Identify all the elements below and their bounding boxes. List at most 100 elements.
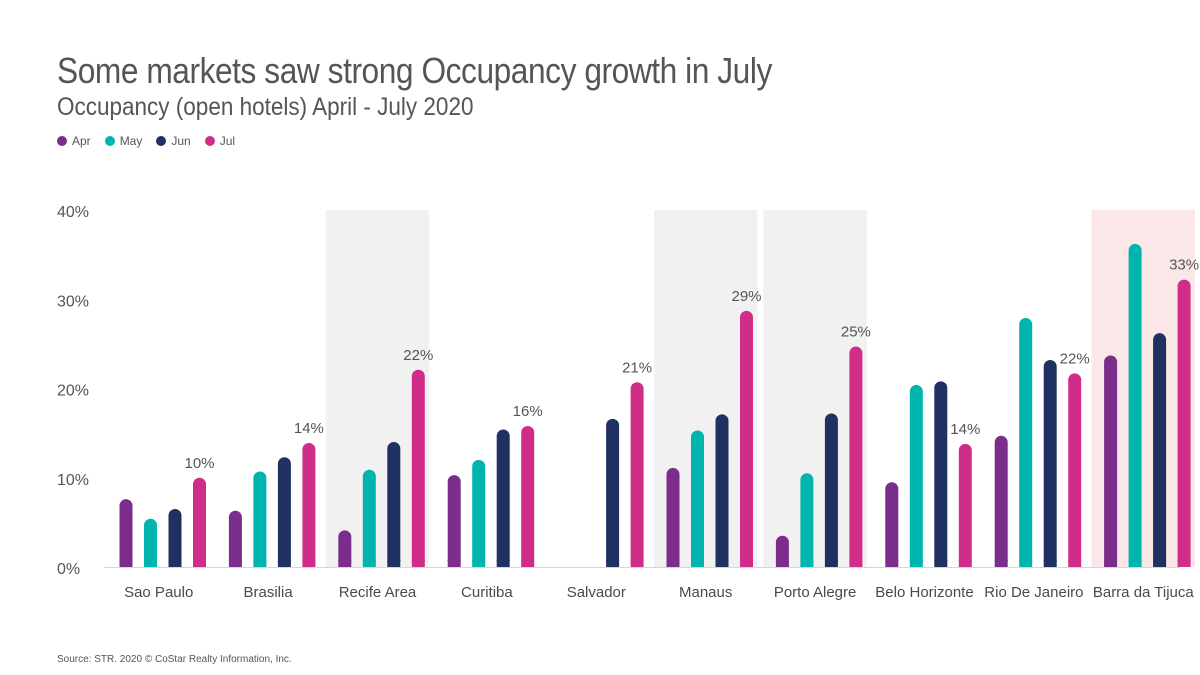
x-tick-label-brasilia: Brasilia xyxy=(244,584,294,601)
chart-title: Some markets saw strong Occupancy growth… xyxy=(57,50,772,91)
data-label-porto-alegre: 25% xyxy=(841,324,871,341)
legend-swatch-jun xyxy=(156,136,167,146)
data-label-barra-da-tijuca: 33% xyxy=(1169,257,1199,274)
bar-recife-area-apr xyxy=(338,530,352,567)
bar-brasilia-apr xyxy=(228,510,242,567)
y-tick-label: 20% xyxy=(57,383,89,400)
bar-base-rio-de-janeiro-may xyxy=(1019,560,1033,567)
legend-swatch-apr xyxy=(57,136,67,146)
y-tick-label: 40% xyxy=(57,204,89,221)
bar-recife-area-jul xyxy=(411,369,425,567)
bar-rio-de-janeiro-may xyxy=(1019,317,1033,567)
legend-item-apr: Apr xyxy=(57,134,91,148)
bar-base-curitiba-may xyxy=(472,560,486,567)
bar-belo-horizonte-jun xyxy=(934,381,948,567)
bar-manaus-jul xyxy=(740,310,753,567)
legend: Apr May Jun Jul xyxy=(57,134,235,148)
y-tick-label: 10% xyxy=(57,472,89,489)
data-label-brasilia: 14% xyxy=(294,420,324,437)
bar-rio-de-janeiro-jun xyxy=(1043,359,1057,567)
chart-subtitle: Occupancy (open hotels) April - July 202… xyxy=(57,93,474,121)
legend-item-jul: Jul xyxy=(204,134,236,148)
legend-label-jul: Jul xyxy=(219,134,236,148)
bar-brasilia-jul xyxy=(302,442,316,567)
bar-salvador-jun xyxy=(606,418,620,567)
bar-base-rio-de-janeiro-apr xyxy=(994,560,1008,567)
bar-base-manaus-may xyxy=(691,560,704,567)
bar-base-brasilia-may xyxy=(253,560,267,567)
x-tick-label-rio-de-janeiro: Rio De Janeiro xyxy=(984,584,1083,601)
bar-base-curitiba-jul xyxy=(521,560,535,567)
bar-sao-paulo-jul xyxy=(193,477,206,567)
bar-curitiba-may xyxy=(472,459,486,567)
legend-item-may: May xyxy=(104,134,143,148)
bar-base-brasilia-apr xyxy=(228,560,242,567)
bar-salvador-jul xyxy=(630,382,644,567)
legend-label-apr: Apr xyxy=(72,134,91,148)
bar-base-manaus-jul xyxy=(740,560,753,567)
bar-base-salvador-jun xyxy=(606,560,620,567)
bar-base-barra-da-tijuca-jun xyxy=(1153,560,1167,567)
bar-base-sao-paulo-may xyxy=(144,560,157,567)
y-tick-label: 30% xyxy=(57,293,89,310)
bar-belo-horizonte-may xyxy=(909,384,923,567)
bar-base-porto-alegre-may xyxy=(800,560,814,567)
x-tick-label-belo-horizonte: Belo Horizonte xyxy=(875,584,973,601)
bar-rio-de-janeiro-jul xyxy=(1068,373,1082,567)
bar-base-recife-area-jul xyxy=(411,560,425,567)
bar-base-rio-de-janeiro-jul xyxy=(1068,560,1082,567)
bar-base-belo-horizonte-jul xyxy=(958,560,972,567)
bar-porto-alegre-jul xyxy=(849,346,863,567)
legend-swatch-jul xyxy=(204,136,215,146)
bar-curitiba-jul xyxy=(521,425,535,567)
data-label-rio-de-janeiro: 22% xyxy=(1060,350,1090,367)
bar-base-barra-da-tijuca-jul xyxy=(1177,560,1191,567)
bar-curitiba-jun xyxy=(496,429,510,567)
bar-porto-alegre-jun xyxy=(824,413,838,567)
bar-base-barra-da-tijuca-may xyxy=(1128,560,1142,567)
bar-porto-alegre-apr xyxy=(775,535,789,567)
bar-base-sao-paulo-jun xyxy=(168,560,182,567)
bar-belo-horizonte-apr xyxy=(885,482,899,567)
data-label-manaus: 29% xyxy=(731,288,761,305)
bar-base-belo-horizonte-may xyxy=(909,560,923,567)
legend-label-jun: Jun xyxy=(171,134,191,148)
bar-base-sao-paulo-jul xyxy=(193,560,206,567)
bar-rio-de-janeiro-apr xyxy=(994,435,1008,567)
bar-curitiba-apr xyxy=(447,475,461,567)
bar-recife-area-jun xyxy=(387,442,401,567)
x-tick-label-sao-paulo: Sao Paulo xyxy=(124,584,193,601)
bar-base-manaus-apr xyxy=(666,560,680,567)
bar-base-belo-horizonte-apr xyxy=(885,560,899,567)
bar-base-porto-alegre-jul xyxy=(849,560,863,567)
y-tick-label: 0% xyxy=(57,561,80,578)
bar-manaus-jun xyxy=(715,414,729,567)
bar-base-belo-horizonte-jun xyxy=(934,560,948,567)
bar-base-brasilia-jul xyxy=(302,560,316,567)
bar-base-salvador-jul xyxy=(630,560,644,567)
data-label-salvador: 21% xyxy=(622,359,652,376)
data-label-curitiba: 16% xyxy=(513,403,543,420)
bar-brasilia-jun xyxy=(277,457,291,567)
bar-base-barra-da-tijuca-apr xyxy=(1104,560,1118,567)
bar-barra-da-tijuca-jun xyxy=(1153,333,1167,567)
legend-item-jun: Jun xyxy=(156,134,191,148)
bar-base-brasilia-jun xyxy=(277,560,291,567)
bar-porto-alegre-may xyxy=(800,473,814,567)
x-tick-label-manaus: Manaus xyxy=(679,584,732,601)
bar-manaus-apr xyxy=(666,467,680,567)
legend-label-may: May xyxy=(119,134,143,148)
bar-sao-paulo-may xyxy=(144,518,157,567)
bar-base-curitiba-apr xyxy=(447,560,461,567)
bar-sao-paulo-jun xyxy=(168,508,182,567)
data-label-sao-paulo: 10% xyxy=(184,455,214,472)
data-label-recife-area: 22% xyxy=(403,347,433,364)
bar-barra-da-tijuca-may xyxy=(1128,243,1142,568)
x-tick-label-salvador: Salvador xyxy=(567,584,626,601)
bar-base-manaus-jun xyxy=(715,560,729,567)
bar-base-porto-alegre-apr xyxy=(775,560,789,567)
bar-base-porto-alegre-jun xyxy=(824,560,838,567)
bar-base-rio-de-janeiro-jun xyxy=(1043,560,1057,567)
legend-swatch-may xyxy=(104,136,115,146)
